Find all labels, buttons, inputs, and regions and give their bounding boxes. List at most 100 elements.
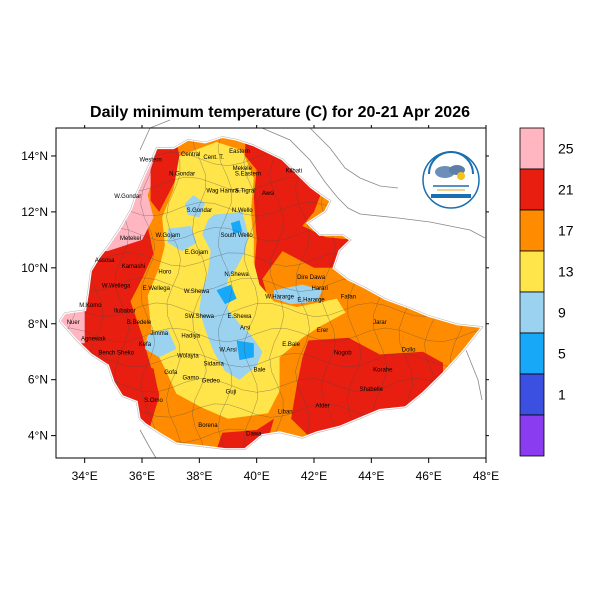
region-label: E.Wellega — [143, 286, 171, 292]
region-label: Erer — [317, 328, 328, 334]
region-label: S.Gondar — [186, 208, 212, 214]
region-label: Kilbati — [286, 169, 302, 175]
region-label: Liban — [278, 409, 293, 415]
agency-logo — [422, 151, 480, 209]
region-label: Agnewak — [81, 337, 107, 343]
region-label: Shabelle — [360, 387, 384, 393]
region-label: W.Hararge — [265, 295, 294, 301]
region-label: Mekele — [233, 166, 253, 172]
x-tick-label: 42°E — [301, 469, 327, 483]
region-label: B.Bedele — [127, 320, 152, 326]
region-label: S.Omo — [144, 398, 163, 404]
admin-line — [58, 327, 484, 343]
region-label: Metekel — [120, 236, 141, 242]
region-label: W.Arsi — [219, 348, 236, 354]
region-label: Ilubabor — [114, 309, 136, 315]
region-label: SW.Shewa — [185, 314, 215, 320]
y-tick-label: 6°N — [28, 373, 48, 387]
region-label: Hadiya — [181, 334, 200, 340]
region-label: N.Shewa — [224, 272, 249, 278]
x-tick-label: 46°E — [416, 469, 442, 483]
region-label: Nogob — [334, 351, 352, 357]
region-label: Bench Sheko — [98, 351, 134, 357]
region-label: Assosa — [95, 258, 115, 264]
legend-swatch — [519, 414, 545, 457]
legend-swatch — [519, 250, 545, 293]
legend-label: 13 — [558, 264, 574, 280]
region-label: Jarar — [373, 320, 387, 326]
region-label: Afder — [315, 404, 329, 410]
legend-label: 17 — [558, 223, 574, 239]
zone-blue-bale — [236, 340, 254, 361]
x-tick-label: 34°E — [72, 469, 98, 483]
legend-label: 21 — [558, 182, 574, 198]
zone-red-west-band — [84, 251, 134, 347]
legend-swatch — [519, 332, 545, 375]
region-label: E.Hararge — [297, 297, 325, 303]
region-label: Wolayta — [177, 353, 199, 359]
y-tick-label: 8°N — [28, 317, 48, 331]
region-label: Bale — [253, 367, 266, 373]
zone-lblue-gojam — [167, 225, 197, 252]
region-label: Kefa — [139, 342, 152, 348]
legend-label: 25 — [558, 141, 574, 157]
map-title: Daily minimum temperature (C) for 20-21 … — [90, 104, 470, 121]
admin-line — [166, 136, 181, 450]
admin-line — [269, 136, 285, 450]
y-tick-label: 14°N — [21, 149, 48, 163]
kenya-border — [139, 429, 157, 459]
legend-swatch — [519, 127, 545, 170]
x-tick-label: 48°E — [473, 469, 499, 483]
color-legend: 25 21 17 13 9 5 1 — [519, 127, 574, 457]
region-label: W.Gondar — [114, 194, 141, 200]
y-tick-label: 12°N — [21, 205, 48, 219]
zone-lblue-central — [199, 211, 263, 380]
region-label: Central — [181, 152, 200, 158]
region-label: Horo — [158, 269, 172, 275]
ethiopia-border-line — [58, 136, 484, 450]
region-label: Eastern — [229, 149, 250, 155]
region-label: South Wello — [220, 233, 253, 239]
region-label: Gofa — [164, 370, 178, 376]
legend-label: 9 — [558, 305, 566, 321]
region-label: Kamashi — [122, 264, 145, 270]
legend-label: 5 — [558, 346, 566, 362]
region-label: Borena — [198, 423, 218, 429]
region-label: Dollo — [402, 348, 416, 354]
region-label: Guji — [226, 390, 237, 396]
region-label: N.Wello — [232, 208, 254, 214]
sudan-border — [139, 119, 171, 151]
region-label: W.Gojam — [155, 233, 180, 239]
region-label: Arsi — [240, 325, 250, 331]
admin-line — [295, 136, 310, 450]
admin-line — [140, 136, 156, 450]
x-tick-label: 44°E — [358, 469, 384, 483]
region-label: S.Tigrai — [235, 188, 255, 194]
legend-swatch — [519, 209, 545, 252]
y-tick-label: 4°N — [28, 429, 48, 443]
region-label: Nuer — [67, 320, 80, 326]
region-label: N.Gondar — [169, 172, 195, 178]
zone-red-north — [150, 142, 183, 212]
admin-line — [243, 136, 259, 450]
region-label: Jimma — [150, 331, 168, 337]
axis-ticks: 34°E 36°E 38°E 40°E 42°E 44°E 46°E 48°E 4°N 6°N 8°… — [21, 125, 499, 483]
region-label: W.Shewa — [184, 289, 210, 295]
legend-swatch — [519, 168, 545, 211]
region-label: M.Komo — [79, 303, 102, 309]
region-label: Wag Hamra — [206, 188, 238, 194]
x-tick-label: 40°E — [244, 469, 270, 483]
plot-frame — [55, 127, 487, 459]
region-label: S.Eastern — [235, 172, 261, 178]
region-label: E.Gojam — [185, 250, 208, 256]
region-label: Western — [139, 158, 161, 164]
region-label: Gedeo — [202, 379, 221, 385]
arabian-coast — [309, 127, 399, 189]
x-tick-label: 38°E — [186, 469, 212, 483]
zone-lblue-hararge — [273, 284, 323, 305]
region-label: E.Shewa — [227, 314, 252, 320]
region-label: Cent. T. — [203, 155, 224, 161]
legend-label: 1 — [558, 387, 566, 403]
zone-blue-wello — [230, 220, 243, 235]
region-label: Dawa — [246, 432, 262, 438]
